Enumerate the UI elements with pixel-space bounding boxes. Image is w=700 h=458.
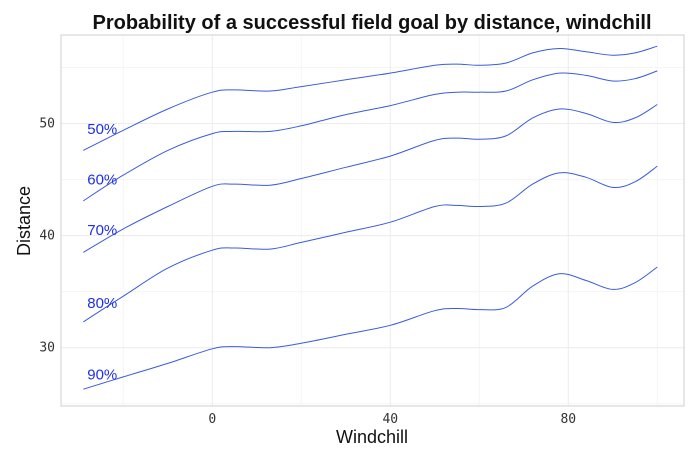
y-tick-label: 50 [39,117,55,132]
series-line-50pct [83,45,658,151]
y-tick-label: 30 [39,341,55,356]
plot-frame [60,34,685,407]
series-line-60pct [83,70,658,202]
grid-lines [61,35,684,406]
y-axis-title: Distance [14,186,34,256]
y-tick-label: 40 [39,229,55,244]
x-tick-label: 0 [208,412,216,427]
x-axis-title: Windchill [336,427,408,447]
x-tick-label: 40 [382,412,398,427]
series-curves [83,45,658,390]
axis-ticks: 0 40 80 30 40 50 [39,117,576,427]
series-label-50pct: 50% [87,121,117,138]
series-labels: 50% 60% 70% 80% 90% [87,121,117,383]
x-tick-label: 80 [560,412,576,427]
series-line-80pct [83,165,658,323]
series-line-90pct [83,266,658,390]
series-line-70pct [83,104,658,253]
chart-title: Probability of a successful field goal b… [92,12,651,34]
series-label-90pct: 90% [87,367,117,384]
series-label-80pct: 80% [87,295,117,312]
series-label-70pct: 70% [87,222,117,239]
series-label-60pct: 60% [87,172,117,189]
